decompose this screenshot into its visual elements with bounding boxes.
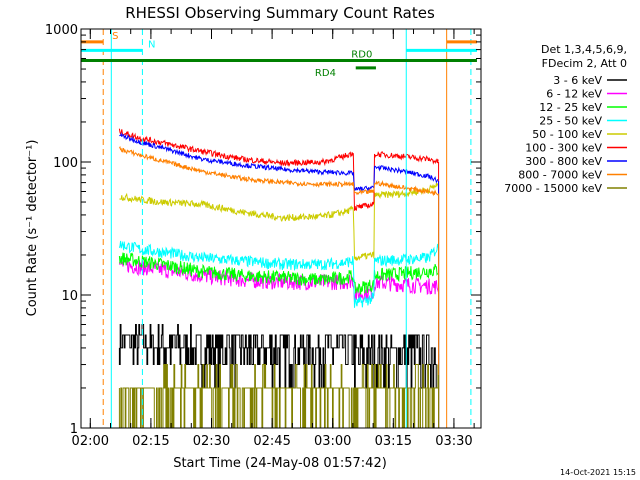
x-tick-label: 02:15 <box>132 434 169 449</box>
x-tick-label: 02:45 <box>253 434 290 449</box>
y-axis-label: Count Rate (s⁻¹ detector⁻¹) <box>25 140 40 317</box>
y-tick-label: 100 <box>53 156 78 171</box>
y-tick-label: 1000 <box>45 23 78 38</box>
x-tick-label: 03:30 <box>435 434 472 449</box>
x-tick-label: 02:00 <box>72 434 109 449</box>
series-line-12-25-kev <box>118 252 439 295</box>
x-tick-label: 03:15 <box>375 434 412 449</box>
legend-label: 800 - 7000 keV <box>518 169 602 182</box>
series-line-3-6-kev <box>118 324 438 389</box>
series-line-300-800-kev <box>119 131 439 193</box>
legend-label: 7000 - 15000 keV <box>504 182 602 195</box>
legend-header-line: Det 1,3,4,5,6,9, <box>541 43 627 56</box>
x-tick-label: 02:30 <box>193 434 230 449</box>
x-axis-label: Start Time (24-May-08 01:57:42) <box>173 456 387 471</box>
legend-header-line: FDecim 2, Att 0 <box>542 57 627 70</box>
marker-label-rd0: RD0 <box>351 49 372 60</box>
chart-title: RHESSI Observing Summary Count Rates <box>125 4 435 22</box>
plot-frame <box>80 28 482 429</box>
y-tick-label: 1 <box>70 422 78 437</box>
x-tick-label: 03:00 <box>314 434 351 449</box>
legend-label: 12 - 25 keV <box>539 101 602 114</box>
series-line-25-50-kev <box>118 240 439 308</box>
series-line-7000-15000-kev <box>118 364 439 428</box>
legend-label: 6 - 12 keV <box>546 88 602 101</box>
plot-area: S N RD0 RD4 <box>81 29 477 428</box>
series-line-6-12-kev <box>118 257 439 303</box>
plot-layer: S N RD0 RD4 1 10 100 1000 02:00 02:15 02:30 02:45 03… <box>45 23 627 449</box>
legend-label: 3 - 6 keV <box>553 74 602 87</box>
marker-label-s: S <box>112 31 118 42</box>
series-line-50-100-kev <box>119 182 439 261</box>
marker-label-rd4: RD4 <box>315 68 336 79</box>
timestamp-footer: 14-Oct-2021 15:15 <box>560 468 636 477</box>
legend-label: 50 - 100 keV <box>532 128 602 141</box>
legend-label: 100 - 300 keV <box>525 142 602 155</box>
series-line-800-7000-kev <box>118 145 439 197</box>
legend-label: 300 - 800 keV <box>525 155 602 168</box>
marker-label-n: N <box>148 39 155 50</box>
y-tick-label: 10 <box>61 289 78 304</box>
legend-label: 25 - 50 keV <box>539 115 602 128</box>
series-line-100-300-kev <box>118 128 439 211</box>
